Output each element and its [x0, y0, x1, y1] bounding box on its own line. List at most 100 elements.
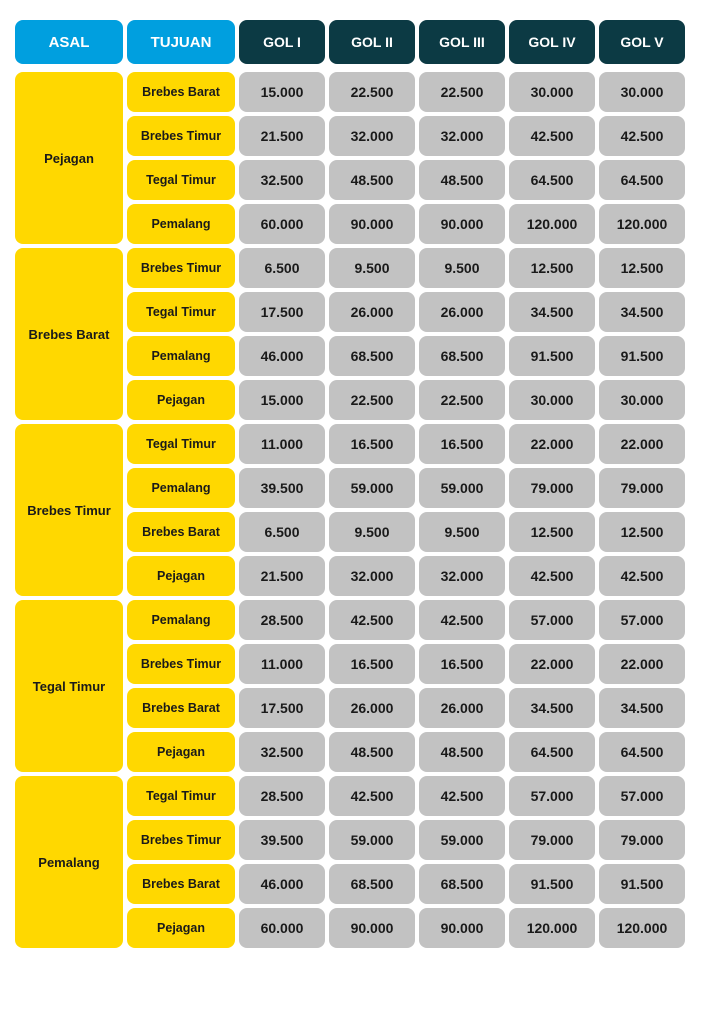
price-cell: 48.500 — [419, 732, 505, 772]
destination-cell: Pemalang — [127, 336, 235, 376]
price-cell: 60.000 — [239, 204, 325, 244]
price-cell: 22.000 — [509, 424, 595, 464]
price-cell: 16.500 — [329, 644, 415, 684]
origin-group: PemalangTegal Timur28.50042.50042.50057.… — [15, 776, 689, 948]
destination-cell: Brebes Timur — [127, 248, 235, 288]
destination-cell: Brebes Barat — [127, 688, 235, 728]
table-row: Brebes Timur39.50059.00059.00079.00079.0… — [127, 820, 685, 860]
price-cell: 64.500 — [599, 732, 685, 772]
price-cell: 6.500 — [239, 512, 325, 552]
price-cell: 59.000 — [419, 820, 505, 860]
destination-cell: Tegal Timur — [127, 424, 235, 464]
price-cell: 42.500 — [419, 776, 505, 816]
origin-group: Tegal TimurPemalang28.50042.50042.50057.… — [15, 600, 689, 772]
price-cell: 60.000 — [239, 908, 325, 948]
price-cell: 32.500 — [239, 160, 325, 200]
table-row: Pemalang28.50042.50042.50057.00057.000 — [127, 600, 685, 640]
table-row: Brebes Timur21.50032.00032.00042.50042.5… — [127, 116, 685, 156]
price-cell: 22.500 — [419, 72, 505, 112]
table-row: Pejagan21.50032.00032.00042.50042.500 — [127, 556, 685, 596]
price-cell: 57.000 — [509, 776, 595, 816]
price-cell: 79.000 — [509, 468, 595, 508]
destination-cell: Tegal Timur — [127, 776, 235, 816]
price-cell: 34.500 — [599, 688, 685, 728]
price-cell: 22.500 — [419, 380, 505, 420]
table-row: Tegal Timur28.50042.50042.50057.00057.00… — [127, 776, 685, 816]
destination-cell: Pejagan — [127, 380, 235, 420]
table-row: Pejagan60.00090.00090.000120.000120.000 — [127, 908, 685, 948]
origin-group: PejaganBrebes Barat15.00022.50022.50030.… — [15, 72, 689, 244]
origin-cell: Pemalang — [15, 776, 123, 948]
header-gol-3: GOL III — [419, 20, 505, 64]
price-cell: 46.000 — [239, 336, 325, 376]
table-row: Brebes Barat15.00022.50022.50030.00030.0… — [127, 72, 685, 112]
table-row: Brebes Barat6.5009.5009.50012.50012.500 — [127, 512, 685, 552]
table-row: Pejagan32.50048.50048.50064.50064.500 — [127, 732, 685, 772]
header-gol-4: GOL IV — [509, 20, 595, 64]
table-row: Pemalang60.00090.00090.000120.000120.000 — [127, 204, 685, 244]
header-gol-1: GOL I — [239, 20, 325, 64]
price-cell: 15.000 — [239, 380, 325, 420]
table-row: Pemalang46.00068.50068.50091.50091.500 — [127, 336, 685, 376]
price-cell: 12.500 — [509, 512, 595, 552]
origin-group: Brebes BaratBrebes Timur6.5009.5009.5001… — [15, 248, 689, 420]
price-cell: 90.000 — [329, 908, 415, 948]
price-cell: 22.000 — [599, 424, 685, 464]
destination-cell: Brebes Timur — [127, 820, 235, 860]
price-cell: 79.000 — [509, 820, 595, 860]
price-cell: 22.500 — [329, 72, 415, 112]
price-cell: 21.500 — [239, 556, 325, 596]
price-cell: 90.000 — [419, 908, 505, 948]
price-cell: 91.500 — [509, 336, 595, 376]
price-cell: 57.000 — [509, 600, 595, 640]
price-cell: 46.000 — [239, 864, 325, 904]
price-cell: 59.000 — [329, 468, 415, 508]
price-cell: 21.500 — [239, 116, 325, 156]
destination-rows: Pemalang28.50042.50042.50057.00057.000Br… — [127, 600, 685, 772]
destination-rows: Brebes Barat15.00022.50022.50030.00030.0… — [127, 72, 685, 244]
price-cell: 32.000 — [329, 556, 415, 596]
price-cell: 120.000 — [509, 908, 595, 948]
price-cell: 32.000 — [419, 556, 505, 596]
table-row: Tegal Timur17.50026.00026.00034.50034.50… — [127, 292, 685, 332]
price-cell: 57.000 — [599, 776, 685, 816]
price-cell: 32.500 — [239, 732, 325, 772]
price-cell: 79.000 — [599, 820, 685, 860]
price-cell: 120.000 — [509, 204, 595, 244]
table-header-row: ASAL TUJUAN GOL I GOL II GOL III GOL IV … — [15, 20, 689, 64]
destination-cell: Pejagan — [127, 908, 235, 948]
price-cell: 9.500 — [329, 248, 415, 288]
table-row: Brebes Timur6.5009.5009.50012.50012.500 — [127, 248, 685, 288]
price-cell: 91.500 — [599, 336, 685, 376]
destination-cell: Tegal Timur — [127, 292, 235, 332]
table-row: Brebes Barat46.00068.50068.50091.50091.5… — [127, 864, 685, 904]
price-cell: 48.500 — [329, 732, 415, 772]
destination-rows: Brebes Timur6.5009.5009.50012.50012.500T… — [127, 248, 685, 420]
price-cell: 11.000 — [239, 644, 325, 684]
price-cell: 9.500 — [419, 512, 505, 552]
destination-cell: Brebes Barat — [127, 864, 235, 904]
price-cell: 15.000 — [239, 72, 325, 112]
price-cell: 90.000 — [419, 204, 505, 244]
destination-cell: Pemalang — [127, 600, 235, 640]
destination-rows: Tegal Timur28.50042.50042.50057.00057.00… — [127, 776, 685, 948]
price-cell: 64.500 — [599, 160, 685, 200]
price-cell: 30.000 — [599, 72, 685, 112]
price-cell: 16.500 — [419, 424, 505, 464]
header-asal: ASAL — [15, 20, 123, 64]
table-row: Tegal Timur32.50048.50048.50064.50064.50… — [127, 160, 685, 200]
price-cell: 30.000 — [599, 380, 685, 420]
table-row: Brebes Timur11.00016.50016.50022.00022.0… — [127, 644, 685, 684]
price-cell: 42.500 — [509, 556, 595, 596]
header-gol-5: GOL V — [599, 20, 685, 64]
origin-cell: Tegal Timur — [15, 600, 123, 772]
price-cell: 42.500 — [599, 116, 685, 156]
price-cell: 17.500 — [239, 292, 325, 332]
table-row: Pejagan15.00022.50022.50030.00030.000 — [127, 380, 685, 420]
table-row: Pemalang39.50059.00059.00079.00079.000 — [127, 468, 685, 508]
price-cell: 39.500 — [239, 820, 325, 860]
price-cell: 42.500 — [509, 116, 595, 156]
origin-cell: Brebes Barat — [15, 248, 123, 420]
price-cell: 26.000 — [329, 688, 415, 728]
price-cell: 34.500 — [509, 292, 595, 332]
